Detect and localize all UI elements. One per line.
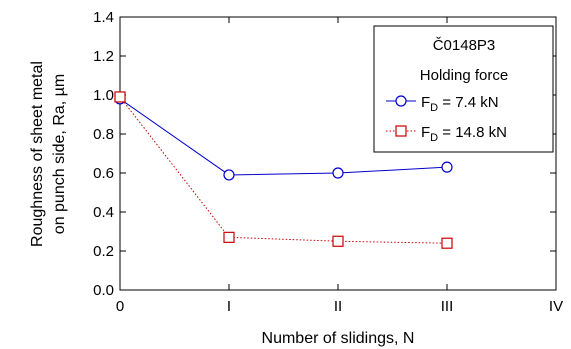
legend: Č0148P3 Holding force FD = 7.4 kN FD = 1… [373, 25, 554, 153]
series-2-point [332, 235, 344, 247]
legend-title-line-1: Č0148P3 [433, 37, 496, 54]
x-tick-label: I [227, 298, 231, 315]
legend-marker-series-2 [395, 125, 407, 137]
x-tick-label: 0 [116, 298, 124, 315]
x-tick-label: III [441, 298, 454, 315]
legend-label-series-2-sub: D [430, 132, 438, 144]
legend-label-series-2-main: F [421, 124, 430, 141]
y-tick-label: 1.4 [93, 9, 114, 26]
series-2-point [223, 231, 235, 243]
y-tick-label: 1.2 [93, 48, 114, 65]
legend-label-series-2-rest: = 14.8 kN [438, 124, 507, 141]
y-axis-label-line-2: on punch side, Ra, µm [51, 74, 68, 234]
y-tick-label: 0.8 [93, 126, 114, 143]
series-2-point [114, 91, 126, 103]
legend-label-series-2: FD = 14.8 kN [421, 124, 507, 144]
series-1-point [223, 169, 235, 181]
x-tick-label: II [334, 298, 342, 315]
series-2-line [119, 96, 448, 244]
y-tick-label: 1.0 [93, 87, 114, 104]
legend-label-series-1-main: F [421, 94, 430, 111]
legend-marker-series-1 [395, 95, 407, 107]
x-axis-label: Number of slidings, N [262, 330, 415, 347]
legend-label-series-1: FD = 7.4 kN [421, 94, 499, 114]
series-1-point [332, 167, 344, 179]
y-axis-label-line-1: Roughness of sheet metal [29, 61, 46, 247]
series-1-point [441, 161, 453, 173]
y-tick-label: 0.6 [93, 165, 114, 182]
series-2-point [441, 237, 453, 249]
legend-label-series-1-rest: = 7.4 kN [438, 94, 498, 111]
legend-label-series-1-sub: D [430, 102, 438, 114]
series-1-line [119, 98, 448, 176]
y-tick-label: 0.0 [93, 282, 114, 299]
y-tick-label: 0.2 [93, 243, 114, 260]
x-tick-label: IV [549, 298, 563, 315]
legend-title-line-2: Holding force [420, 67, 508, 84]
y-tick-label: 0.4 [93, 204, 114, 221]
